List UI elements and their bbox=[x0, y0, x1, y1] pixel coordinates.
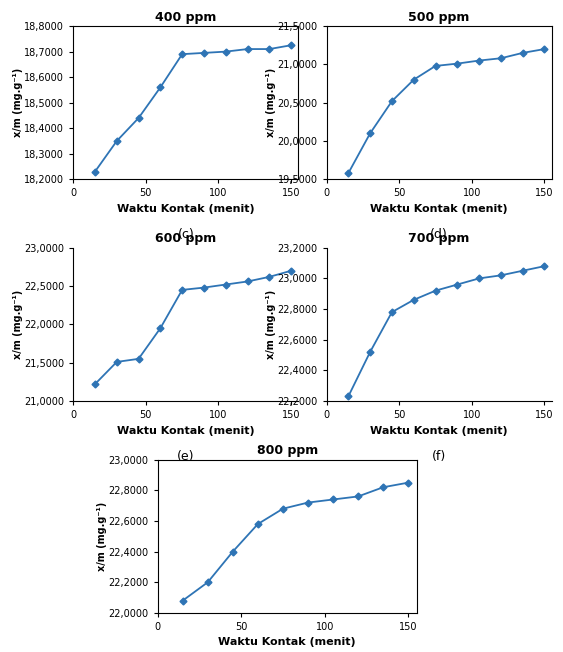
Text: (c): (c) bbox=[177, 228, 194, 241]
X-axis label: Waktu Kontak (menit): Waktu Kontak (menit) bbox=[218, 638, 356, 647]
X-axis label: Waktu Kontak (menit): Waktu Kontak (menit) bbox=[117, 426, 254, 436]
X-axis label: Waktu Kontak (menit): Waktu Kontak (menit) bbox=[370, 204, 508, 214]
Title: 400 ppm: 400 ppm bbox=[155, 10, 217, 23]
X-axis label: Waktu Kontak (menit): Waktu Kontak (menit) bbox=[370, 426, 508, 436]
Title: 500 ppm: 500 ppm bbox=[408, 10, 470, 23]
X-axis label: Waktu Kontak (menit): Waktu Kontak (menit) bbox=[117, 204, 254, 214]
Title: 800 ppm: 800 ppm bbox=[257, 444, 318, 457]
Y-axis label: x/m (mg.g⁻¹): x/m (mg.g⁻¹) bbox=[12, 289, 23, 359]
Y-axis label: x/m (mg.g⁻¹): x/m (mg.g⁻¹) bbox=[266, 68, 276, 138]
Text: (f): (f) bbox=[432, 450, 446, 463]
Y-axis label: x/m (mg.g⁻¹): x/m (mg.g⁻¹) bbox=[266, 289, 276, 359]
Title: 700 ppm: 700 ppm bbox=[408, 232, 470, 245]
Text: (d): (d) bbox=[430, 228, 448, 241]
Text: (e): (e) bbox=[177, 450, 195, 463]
Title: 600 ppm: 600 ppm bbox=[155, 232, 216, 245]
Y-axis label: x/m (mg.g⁻¹): x/m (mg.g⁻¹) bbox=[13, 68, 23, 138]
Y-axis label: x/m (mg.g⁻¹): x/m (mg.g⁻¹) bbox=[97, 501, 107, 571]
